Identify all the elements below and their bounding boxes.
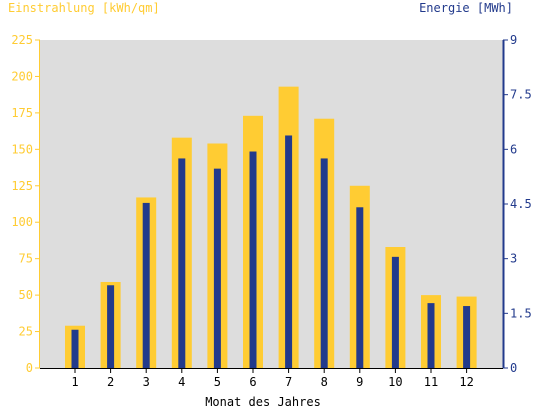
energie-bar-3 (142, 202, 150, 368)
energie-bar-8 (320, 158, 328, 368)
left-tick-label-200: 200 (11, 69, 33, 83)
left-axis-title: Einstrahlung [kWh/qm] (8, 1, 160, 15)
axes: 1 2 3 4 5 6 7 8 9 10 11 120255075100125150175200225… (11, 33, 531, 389)
left-tick-label-225: 225 (11, 33, 33, 47)
right-tick-label-7.5: 7.5 (510, 88, 532, 102)
energie-bars (71, 135, 471, 368)
left-tick-label-150: 150 (11, 142, 33, 156)
energie-bar-4 (178, 158, 186, 368)
energie-bar-12 (463, 306, 471, 368)
x-tick-label-11: 11 (424, 375, 438, 389)
energie-bar-1 (71, 329, 79, 368)
x-tick-label-9: 9 (356, 375, 363, 389)
energie-bar-5 (213, 168, 221, 368)
x-tick-label-5: 5 (214, 375, 221, 389)
left-tick-label-50: 50 (19, 288, 33, 302)
left-tick-label-25: 25 (19, 325, 33, 339)
right-tick-label-6: 6 (510, 142, 517, 156)
x-tick-label-2: 2 (107, 375, 114, 389)
left-tick-label-0: 0 (26, 361, 33, 375)
right-axis-title: Energie [MWh] (419, 1, 513, 15)
right-tick-label-4.5: 4.5 (510, 197, 532, 211)
right-tick-label-3: 3 (510, 252, 517, 266)
energie-bar-10 (391, 256, 399, 368)
energie-bar-11 (427, 303, 435, 368)
x-tick-label-8: 8 (321, 375, 328, 389)
left-tick-label-100: 100 (11, 215, 33, 229)
energie-bar-6 (249, 151, 257, 368)
right-tick-label-9: 9 (510, 33, 517, 47)
x-tick-label-7: 7 (285, 375, 292, 389)
x-tick-label-1: 1 (71, 375, 78, 389)
x-axis-label: Monat des Jahres (205, 395, 321, 408)
left-tick-label-75: 75 (19, 252, 33, 266)
x-tick-label-4: 4 (178, 375, 185, 389)
energie-bar-9 (356, 207, 364, 368)
energie-bar-2 (107, 285, 115, 368)
x-tick-label-3: 3 (143, 375, 150, 389)
energie-bar-7 (285, 135, 293, 368)
left-tick-label-175: 175 (11, 106, 33, 120)
x-tick-label-10: 10 (388, 375, 402, 389)
x-tick-label-12: 12 (459, 375, 473, 389)
right-tick-label-1.5: 1.5 (510, 306, 532, 320)
einstrahlung-bars (65, 86, 477, 368)
x-tick-label-6: 6 (249, 375, 256, 389)
right-tick-label-0: 0 (510, 361, 517, 375)
left-tick-label-125: 125 (11, 179, 33, 193)
